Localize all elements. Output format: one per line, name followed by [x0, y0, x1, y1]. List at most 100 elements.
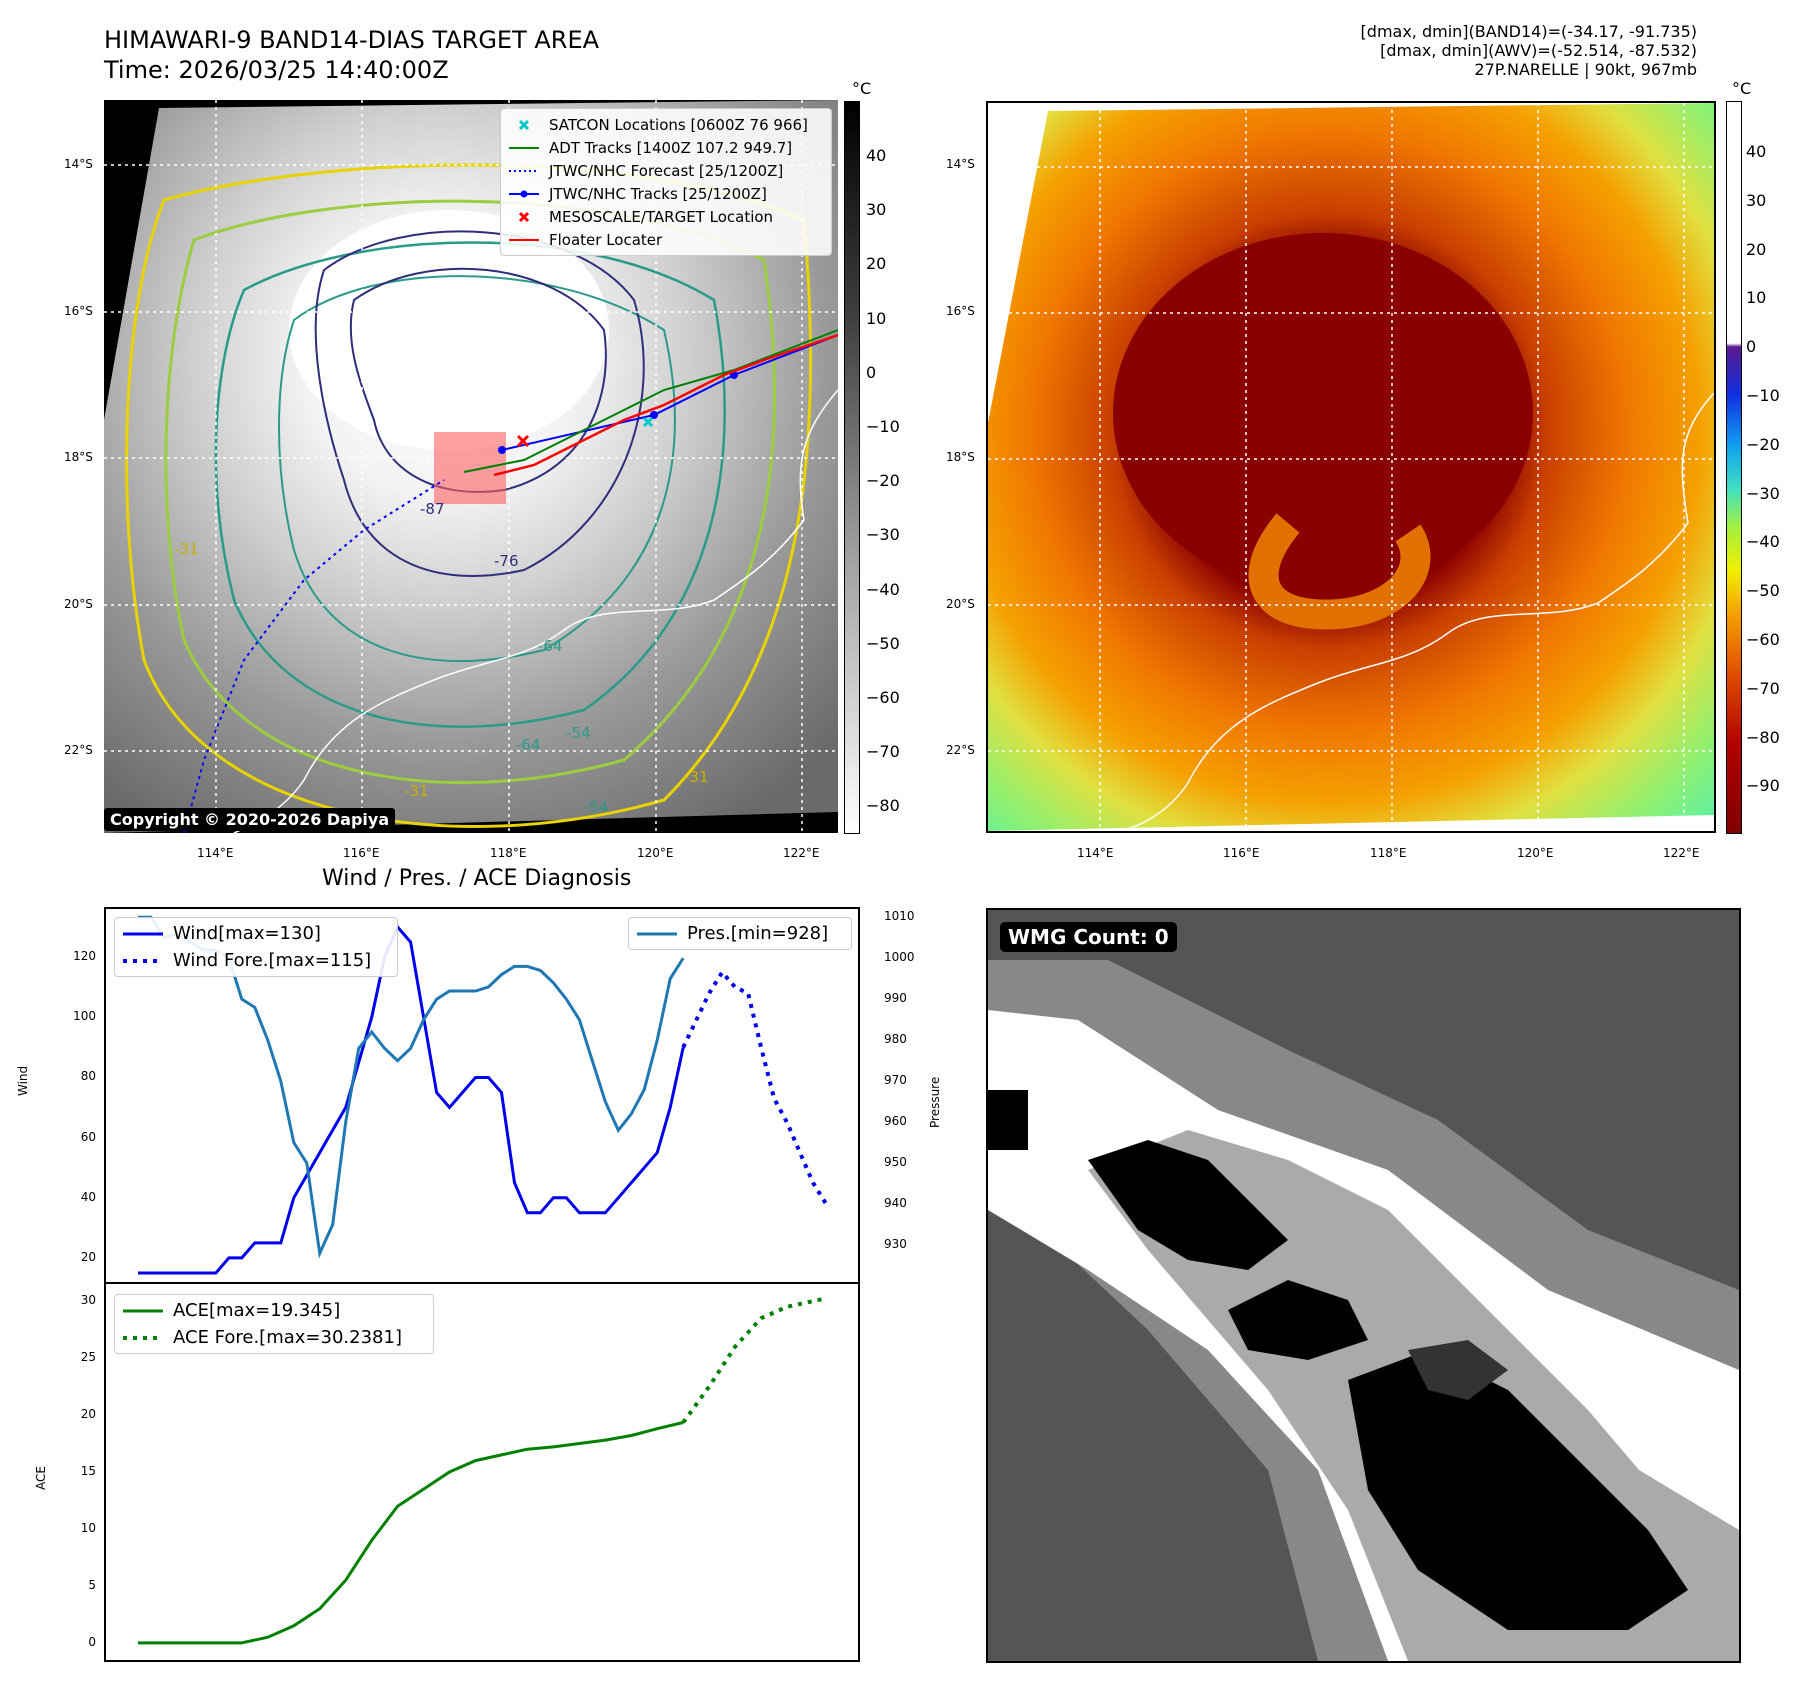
color-colorbar-tick-5: −10 — [1746, 386, 1780, 405]
legend-item-target: MESOSCALE/TARGET Location — [501, 205, 831, 228]
ir-lat-label-22s: 22°S — [64, 743, 93, 757]
wmg-svg — [988, 960, 1739, 1661]
wind-tick-120: 120 — [73, 949, 96, 964]
color-colorbar-tick-7: −30 — [1746, 483, 1780, 503]
color-colorbar-tick-10: −60 — [1746, 630, 1780, 649]
ir-colorbar-tick-0: 40 — [866, 146, 887, 165]
wind-tick-40: 40 — [80, 1189, 96, 1204]
color-colorbar-tick-2: 20 — [1746, 239, 1767, 259]
legend-ace-dotted-icon — [123, 1335, 163, 1340]
color-colorbar-tick-12: −80 — [1746, 727, 1780, 747]
wind-pressure-plot: Wind[max=130] Wind Fore.[max=115] Pres.[… — [104, 907, 860, 1284]
ace-tick-5: 5 — [88, 1577, 96, 1592]
wind-tick-20: 20 — [80, 1249, 96, 1264]
wind-tick-60: 60 — [80, 1129, 96, 1144]
ace-tick-25: 25 — [80, 1350, 96, 1365]
color-colorbar-tick-6: −20 — [1746, 434, 1780, 454]
legend-dotted-blue-icon — [509, 169, 539, 172]
legend-pressure-line-icon — [637, 932, 677, 935]
figure-title-line2: Time: 2026/03/25 14:40:00Z — [104, 56, 449, 84]
ir-lat-label-18s: 18°S — [64, 450, 93, 464]
track-legend: SATCON Locations [0600Z 76 966] ADT Trac… — [500, 108, 832, 256]
color-lat-label-22s: 22°S — [946, 743, 975, 757]
contour-label-3: -54 — [566, 724, 591, 742]
color-colorbar — [1726, 101, 1742, 834]
ace-tick-15: 15 — [80, 1464, 96, 1478]
color-colorbar-tick-4: 0 — [1746, 337, 1757, 357]
legend-item-ace-forecast: ACE Fore.[max=30.2381] — [115, 1324, 433, 1351]
legend-item-forecast: JTWC/NHC Forecast [25/1200Z] — [501, 159, 831, 182]
legend-wind-line-icon — [123, 932, 163, 935]
diagnosis-title: Wind / Pres. / ACE Diagnosis — [322, 866, 632, 891]
ir-lon-label-122e: 122°E — [783, 846, 820, 860]
ir-colorbar-tick-7: −30 — [866, 525, 900, 545]
color-colorbar-tick-13: −90 — [1746, 776, 1780, 796]
ir-colorbar-tick-4: 0 — [866, 362, 877, 382]
pressure-tick-930: 930 — [884, 1237, 907, 1252]
ace-tick-0: 0 — [88, 1634, 96, 1649]
series-line-4 — [681, 1296, 827, 1424]
adt-track — [463, 329, 839, 473]
color-lon-label-120e: 120°E — [1517, 846, 1554, 860]
contour-label-5: -54 — [584, 798, 609, 816]
legend-item-wind-forecast: Wind Fore.[max=115] — [115, 947, 397, 974]
info-line1: [dmax, dmin](BAND14)=(-34.17, -91.735) — [1360, 22, 1697, 41]
legend-item-adt: ADT Tracks [1400Z 107.2 949.7] — [501, 136, 831, 159]
legend-wind-dotted-icon — [123, 958, 163, 963]
color-colorbar-tick-11: −70 — [1746, 678, 1780, 698]
ir-colorbar-tick-11: −70 — [866, 742, 900, 762]
color-lat-label-18s: 18°S — [946, 450, 975, 464]
wind-tick-80: 80 — [80, 1069, 96, 1084]
legend-item-floater: Floater Locater — [501, 228, 831, 251]
pressure-tick-970: 970 — [884, 1073, 907, 1088]
ace-svg — [138, 1296, 827, 1645]
legend-item-satcon: SATCON Locations [0600Z 76 966] — [501, 113, 831, 136]
figure-title-line1: HIMAWARI-9 BAND14-DIAS TARGET AREA — [104, 26, 600, 54]
ir-colorbar-tick-3: 10 — [866, 308, 887, 328]
info-line3: 27P.NARELLE | 90kt, 967mb — [1474, 60, 1697, 79]
color-lat-label-16s: 16°S — [946, 304, 975, 318]
color-lat-label-14s: 14°S — [946, 157, 975, 171]
contour-label-9: -31 — [404, 782, 429, 800]
ir-colorbar-unit: °C — [852, 79, 872, 98]
series-line-1 — [681, 968, 828, 1205]
color-lon-label-116e: 116°E — [1223, 846, 1260, 860]
legend-ace-line-icon — [123, 1309, 163, 1312]
contour-label-1: -76 — [494, 552, 519, 570]
color-lon-label-118e: 118°E — [1370, 846, 1407, 860]
color-enhanced-panel — [986, 101, 1716, 833]
legend-item-wind: Wind[max=130] — [115, 920, 397, 947]
ace-plot: ACE[max=19.345] ACE Fore.[max=30.2381] — [104, 1282, 860, 1662]
color-map-svg — [988, 103, 1714, 831]
ir-colorbar-tick-9: −50 — [866, 633, 900, 653]
legend-x-red-icon — [518, 211, 530, 222]
ir-colorbar-tick-2: 20 — [866, 254, 887, 274]
pressure-axis-label: Pressure — [928, 1076, 942, 1128]
ir-colorbar-tick-8: −40 — [866, 579, 900, 599]
contour-label-8: -31 — [684, 768, 709, 786]
contour-label-4: -64 — [516, 736, 541, 754]
ace-axis-label: ACE — [34, 1466, 48, 1490]
legend-x-cyan-icon — [518, 119, 530, 130]
forecast-track — [183, 479, 445, 834]
ir-colorbar-tick-5: −10 — [866, 417, 900, 436]
wmg-panel: WMG Count: 0 — [986, 908, 1741, 1663]
ir-lon-label-120e: 120°E — [637, 846, 674, 860]
ir-colorbar — [844, 101, 860, 834]
pressure-tick-990: 990 — [884, 991, 907, 1006]
ir-colorbar-tick-12: −80 — [866, 796, 900, 816]
ir-lon-label-118e: 118°E — [490, 846, 527, 860]
color-colorbar-tick-8: −40 — [1746, 532, 1780, 552]
series-line-3 — [138, 1421, 684, 1645]
ir-satellite-panel: -76 -64 -54 -64 -54 -87 -31 -31 -31 SATC… — [104, 100, 839, 834]
pressure-tick-940: 940 — [884, 1196, 907, 1211]
color-lon-label-114e: 114°E — [1077, 846, 1114, 860]
color-colorbar-tick-1: 30 — [1746, 190, 1767, 210]
wind-axis-label: Wind — [16, 1065, 30, 1096]
copyright-badge: Copyright © 2020-2026 Dapiya — [104, 808, 396, 831]
legend-item-tracks: JTWC/NHC Tracks [25/1200Z] — [501, 182, 831, 205]
color-colorbar-tick-0: 40 — [1746, 142, 1767, 161]
legend-line-red-icon — [509, 238, 539, 241]
legend-item-pressure: Pres.[min=928] — [629, 920, 851, 947]
info-block: [dmax, dmin](BAND14)=(-34.17, -91.735) [… — [1361, 22, 1697, 79]
